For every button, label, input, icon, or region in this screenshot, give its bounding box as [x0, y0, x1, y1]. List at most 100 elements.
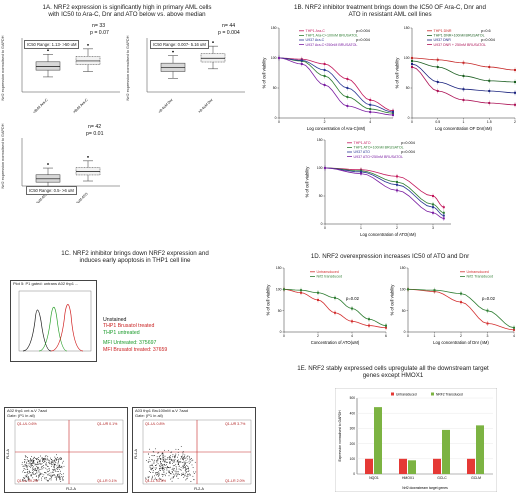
- event-dot: [183, 476, 185, 478]
- event-dot: [180, 458, 182, 460]
- event-dot: [186, 467, 188, 469]
- event-dot: [32, 462, 34, 464]
- panel-1b-title: 1B. NRF2 inhibitor treatment brings down…: [262, 4, 518, 19]
- event-dot: [158, 472, 160, 474]
- event-dot: [25, 465, 27, 467]
- event-dot: [151, 458, 153, 460]
- event-dot: [182, 457, 183, 459]
- event-dot: [150, 468, 152, 470]
- event-dot: [22, 480, 24, 482]
- event-dot: [39, 463, 41, 465]
- event-dot: [168, 458, 170, 460]
- event-dot: [32, 466, 34, 468]
- event-dot: [149, 448, 151, 450]
- event-dot: [159, 465, 161, 467]
- event-dot: [27, 465, 29, 467]
- event-dot: [48, 471, 50, 473]
- quad-ur: Q1-UR 3.7%: [225, 422, 246, 426]
- event-dot: [191, 458, 192, 460]
- event-dot: [60, 458, 62, 459]
- event-dot: [170, 461, 171, 463]
- event-dot: [53, 466, 54, 468]
- event-dot: [181, 457, 183, 459]
- event-dot: [182, 458, 184, 460]
- event-dot: [63, 479, 64, 481]
- event-dot: [187, 473, 189, 475]
- y-tick-label: 0: [275, 116, 277, 120]
- event-dot: [36, 480, 38, 481]
- event-dot: [32, 462, 33, 464]
- x-tick-label: 4: [351, 334, 353, 338]
- event-dot: [187, 474, 189, 476]
- event-dot: [26, 473, 28, 475]
- p-value: p=0.004: [401, 150, 415, 154]
- event-dot: [37, 467, 39, 469]
- event-dot: [22, 465, 24, 467]
- event-dot: [173, 456, 175, 457]
- event-dot: [174, 455, 176, 457]
- plot1-n: n= 33: [92, 23, 106, 29]
- event-dot: [47, 466, 49, 467]
- event-dot: [26, 462, 28, 464]
- event-dot: [32, 468, 34, 470]
- event-dot: [181, 475, 183, 477]
- event-dot: [54, 476, 56, 478]
- p-value: p=0.004: [356, 38, 370, 42]
- legend-label: Nrf2 Transduced: [467, 275, 494, 279]
- event-dot: [50, 472, 52, 474]
- event-dot: [59, 478, 61, 480]
- event-dot: [48, 461, 50, 463]
- event-dot: [53, 460, 55, 462]
- event-dot: [181, 455, 183, 457]
- legend-swatch: [391, 392, 394, 396]
- event-dot: [27, 461, 29, 462]
- event-dot: [38, 461, 40, 463]
- event-dot: [23, 479, 25, 481]
- event-dot: [162, 459, 164, 461]
- event-dot: [193, 479, 195, 481]
- event-dot: [164, 459, 166, 461]
- panel-1c-title: 1C. NRF2 inhibitor brings down NRF2 expr…: [20, 250, 250, 265]
- box-outlier: [47, 49, 49, 52]
- event-dot: [160, 478, 162, 480]
- event-dot: [44, 457, 46, 459]
- event-dot: [45, 467, 47, 469]
- event-dot: [174, 457, 176, 459]
- x-tick-label: 0: [324, 226, 326, 230]
- event-dot: [147, 477, 149, 479]
- event-dot: [51, 462, 53, 464]
- box-cat-1: <2.6uM ATO: [32, 192, 49, 203]
- box-cat-2: >2.6uM ATO: [72, 192, 89, 203]
- event-dot: [25, 461, 27, 463]
- event-dot: [57, 457, 59, 458]
- event-dot: [148, 471, 150, 472]
- event-dot: [182, 465, 184, 467]
- event-dot: [62, 473, 64, 475]
- plot3-n: n= 42: [88, 124, 102, 130]
- event-dot: [162, 460, 164, 462]
- event-dot: [43, 459, 45, 461]
- event-dot: [171, 480, 173, 482]
- event-dot: [43, 461, 44, 463]
- event-dot: [46, 464, 48, 466]
- event-dot: [176, 461, 178, 463]
- event-dot: [28, 478, 29, 480]
- event-dot: [37, 462, 38, 463]
- event-dot: [171, 459, 172, 461]
- event-dot: [176, 472, 178, 474]
- event-dot: [44, 478, 46, 480]
- y-tick-label: 300: [350, 427, 356, 431]
- event-dot: [156, 467, 158, 469]
- event-dot: [181, 474, 183, 475]
- facs-y-axis: FL4-A: [134, 449, 138, 459]
- event-dot: [183, 457, 185, 459]
- histogram-panel: Plot 5: P1 gated: untrans A02 thp1 ...: [10, 280, 97, 362]
- event-dot: [40, 473, 42, 475]
- event-dot: [154, 478, 156, 480]
- event-dot: [59, 476, 61, 478]
- bar: [442, 429, 450, 474]
- event-dot: [29, 471, 31, 473]
- event-dot: [154, 459, 155, 461]
- event-dot: [26, 480, 28, 482]
- event-dot: [186, 475, 188, 477]
